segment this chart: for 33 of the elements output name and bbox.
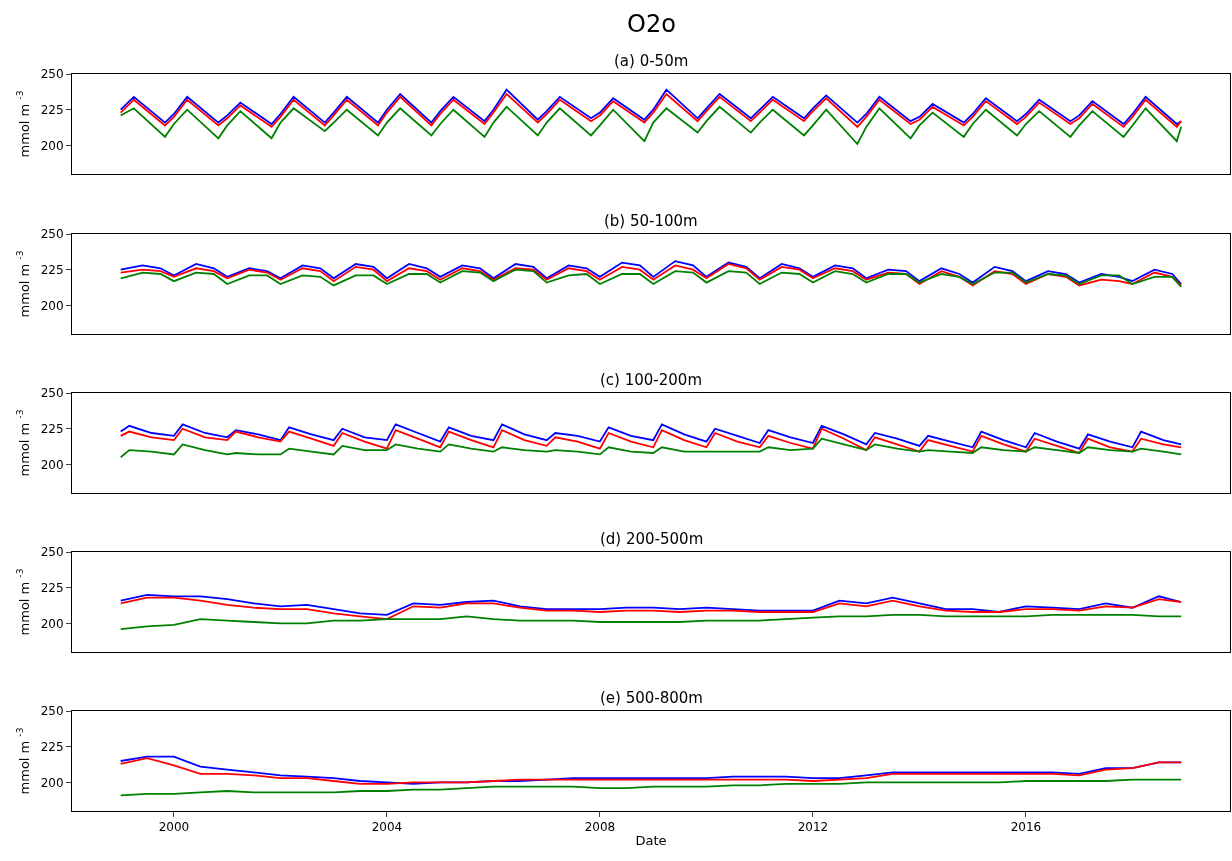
y-tick-label: 225 [40,102,64,117]
x-tick-label: 2000 [158,820,190,835]
chart-subtitle: (d) 200-500m [600,530,704,548]
line-series [119,105,1183,145]
chart-subtitle: (e) 500-800m [600,689,703,707]
y-tick-label: 225 [40,580,64,595]
y-tick-label: 200 [40,138,64,153]
line-series [119,613,1183,631]
y-tick-label: 250 [40,545,64,560]
y-tick-label: 250 [40,227,64,242]
y-tick-label: 250 [40,704,64,719]
y-tick-label: 200 [40,457,64,472]
y-tick-label: 225 [40,262,64,277]
chart-subtitle: (a) 0-50m [614,52,689,70]
line-series [119,778,1183,797]
y-tick-label: 225 [40,421,64,436]
x-axis-title: Date [635,833,667,848]
y-tick-label: 200 [40,298,64,313]
line-series [119,268,1183,288]
chart-subtitle: (b) 50-100m [604,212,698,230]
x-tick-label: 2004 [371,820,403,835]
x-tick-label: 2008 [584,820,616,835]
x-tick-label: 2012 [797,820,829,835]
y-tick-label: 250 [40,67,64,82]
y-tick-label: 250 [40,386,64,401]
x-tick-label: 2016 [1010,820,1042,835]
chart-title: O2o [627,10,676,38]
line-series [119,596,1183,621]
chart-subtitle: (c) 100-200m [600,371,703,389]
y-tick-label: 200 [40,616,64,631]
line-series [119,437,1183,459]
y-tick-label: 200 [40,775,64,790]
y-tick-label: 225 [40,739,64,754]
